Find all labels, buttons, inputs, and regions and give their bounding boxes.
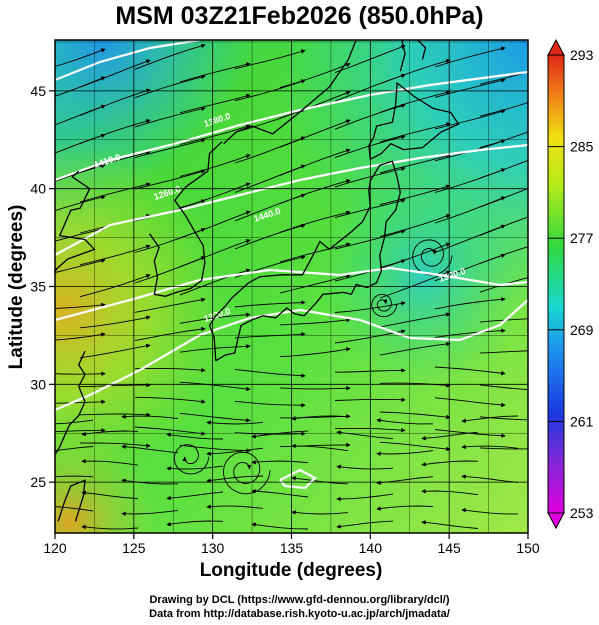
y-axis-label: Latitude (degrees) [6, 205, 27, 370]
lon-tick-label: 125 [122, 540, 146, 556]
colorbar-tick-label: 277 [570, 230, 594, 246]
lat-lon-grid [55, 40, 528, 533]
lon-tick-label: 135 [280, 540, 304, 556]
colorbar: 293 285 277 269 261 253 [547, 38, 594, 530]
chart-title: MSM 03Z21Feb2026 (850.0hPa) [115, 2, 484, 30]
x-axis-label: Longitude (degrees) [200, 560, 383, 581]
lat-tick-label: 40 [30, 181, 46, 197]
lon-tick-label: 130 [201, 540, 225, 556]
lat-tick-label: 25 [30, 474, 46, 490]
lon-tick-label: 140 [359, 540, 383, 556]
longitude-ticks: 120 125 130 135 140 145 150 [43, 533, 540, 556]
colorbar-tick-label: 293 [570, 47, 594, 63]
lon-tick-label: 145 [437, 540, 461, 556]
lat-tick-label: 35 [30, 279, 46, 295]
lon-tick-label: 120 [43, 540, 67, 556]
credit-data-source: Data from http://database.rish.kyoto-u.a… [149, 608, 450, 620]
colorbar-tick-label: 253 [570, 505, 594, 521]
colorbar-tick-label: 285 [570, 139, 594, 155]
lat-tick-label: 30 [30, 376, 46, 392]
latitude-ticks: 25 30 35 40 45 [30, 83, 55, 490]
colorbar-tick-label: 269 [570, 322, 594, 338]
colorbar-tick-label: 261 [570, 413, 594, 429]
coastlines [55, 40, 460, 522]
credit-drawing: Drawing by DCL (https://www.gfd-dennou.o… [149, 594, 450, 606]
lon-tick-label: 150 [516, 540, 540, 556]
lat-tick-label: 45 [30, 83, 46, 99]
